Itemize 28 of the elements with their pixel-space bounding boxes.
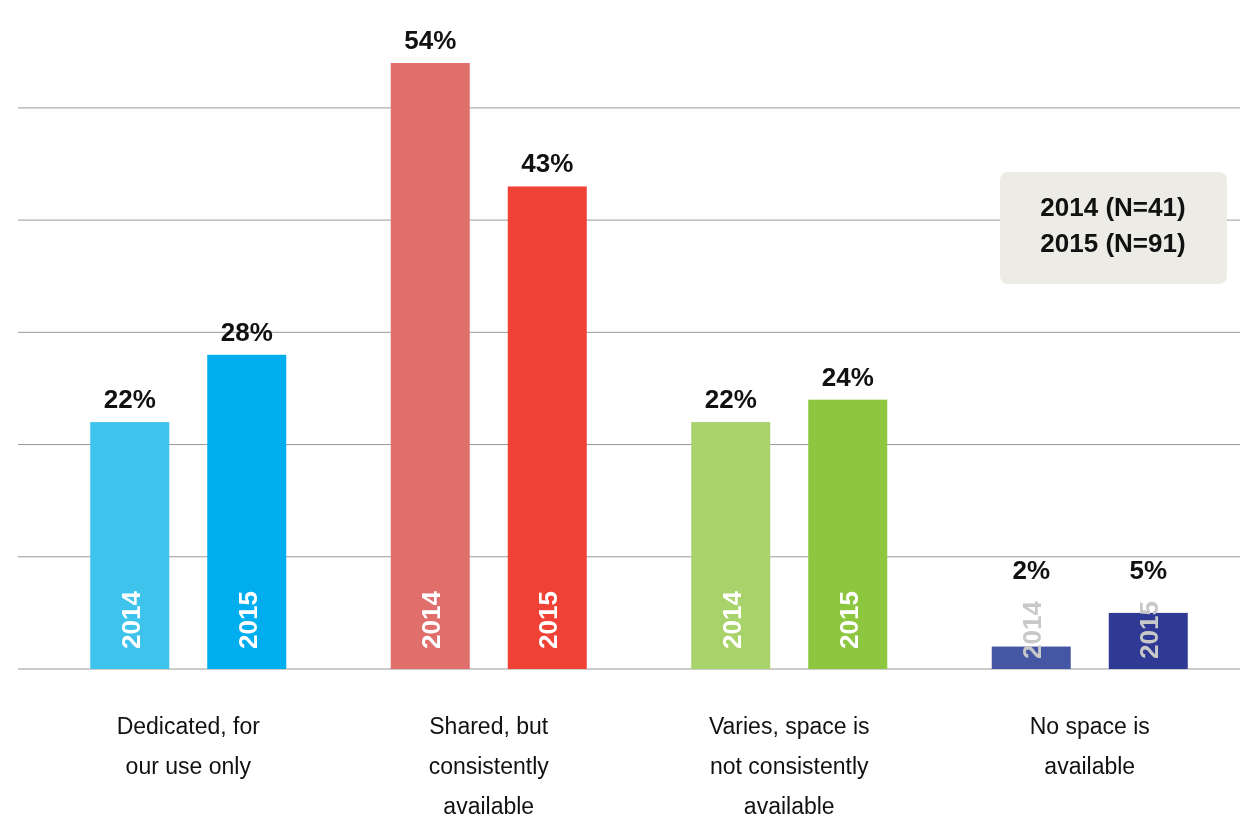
annotation: 2015 (N=91) <box>1040 228 1186 258</box>
text: 2014 <box>416 591 447 649</box>
series-label: 2015 <box>1134 601 1165 659</box>
data-label: 54% <box>404 25 457 55</box>
data-label: 22% <box>103 384 156 415</box>
text: 2014 <box>1017 600 1048 659</box>
x-tick-label: Varies, space is not consistently available <box>708 713 870 814</box>
bar <box>507 186 587 669</box>
x-tick-label: Shared, but consistently available <box>428 713 550 814</box>
bar <box>207 354 287 669</box>
data-label: 22% <box>704 384 757 415</box>
x-tick-label: Dedicated, for our use only <box>116 713 261 779</box>
text: 2015 <box>232 591 263 649</box>
bar <box>691 422 771 669</box>
annotation: 2014 (N=41) <box>1040 192 1186 222</box>
x-tick-label: No space is available <box>1029 713 1150 779</box>
text: 2015 <box>833 591 864 649</box>
text: 2014 <box>716 591 747 649</box>
bar <box>390 63 470 669</box>
data-label: 43% <box>521 148 574 179</box>
text: 2014 <box>115 591 146 649</box>
text: 2015 <box>533 591 564 649</box>
bar <box>90 422 170 669</box>
data-label: 2% <box>1012 555 1051 585</box>
data-label: 5% <box>1129 555 1168 585</box>
data-label: 24% <box>821 361 874 392</box>
data-label: 28% <box>220 316 273 347</box>
bar <box>808 399 888 669</box>
